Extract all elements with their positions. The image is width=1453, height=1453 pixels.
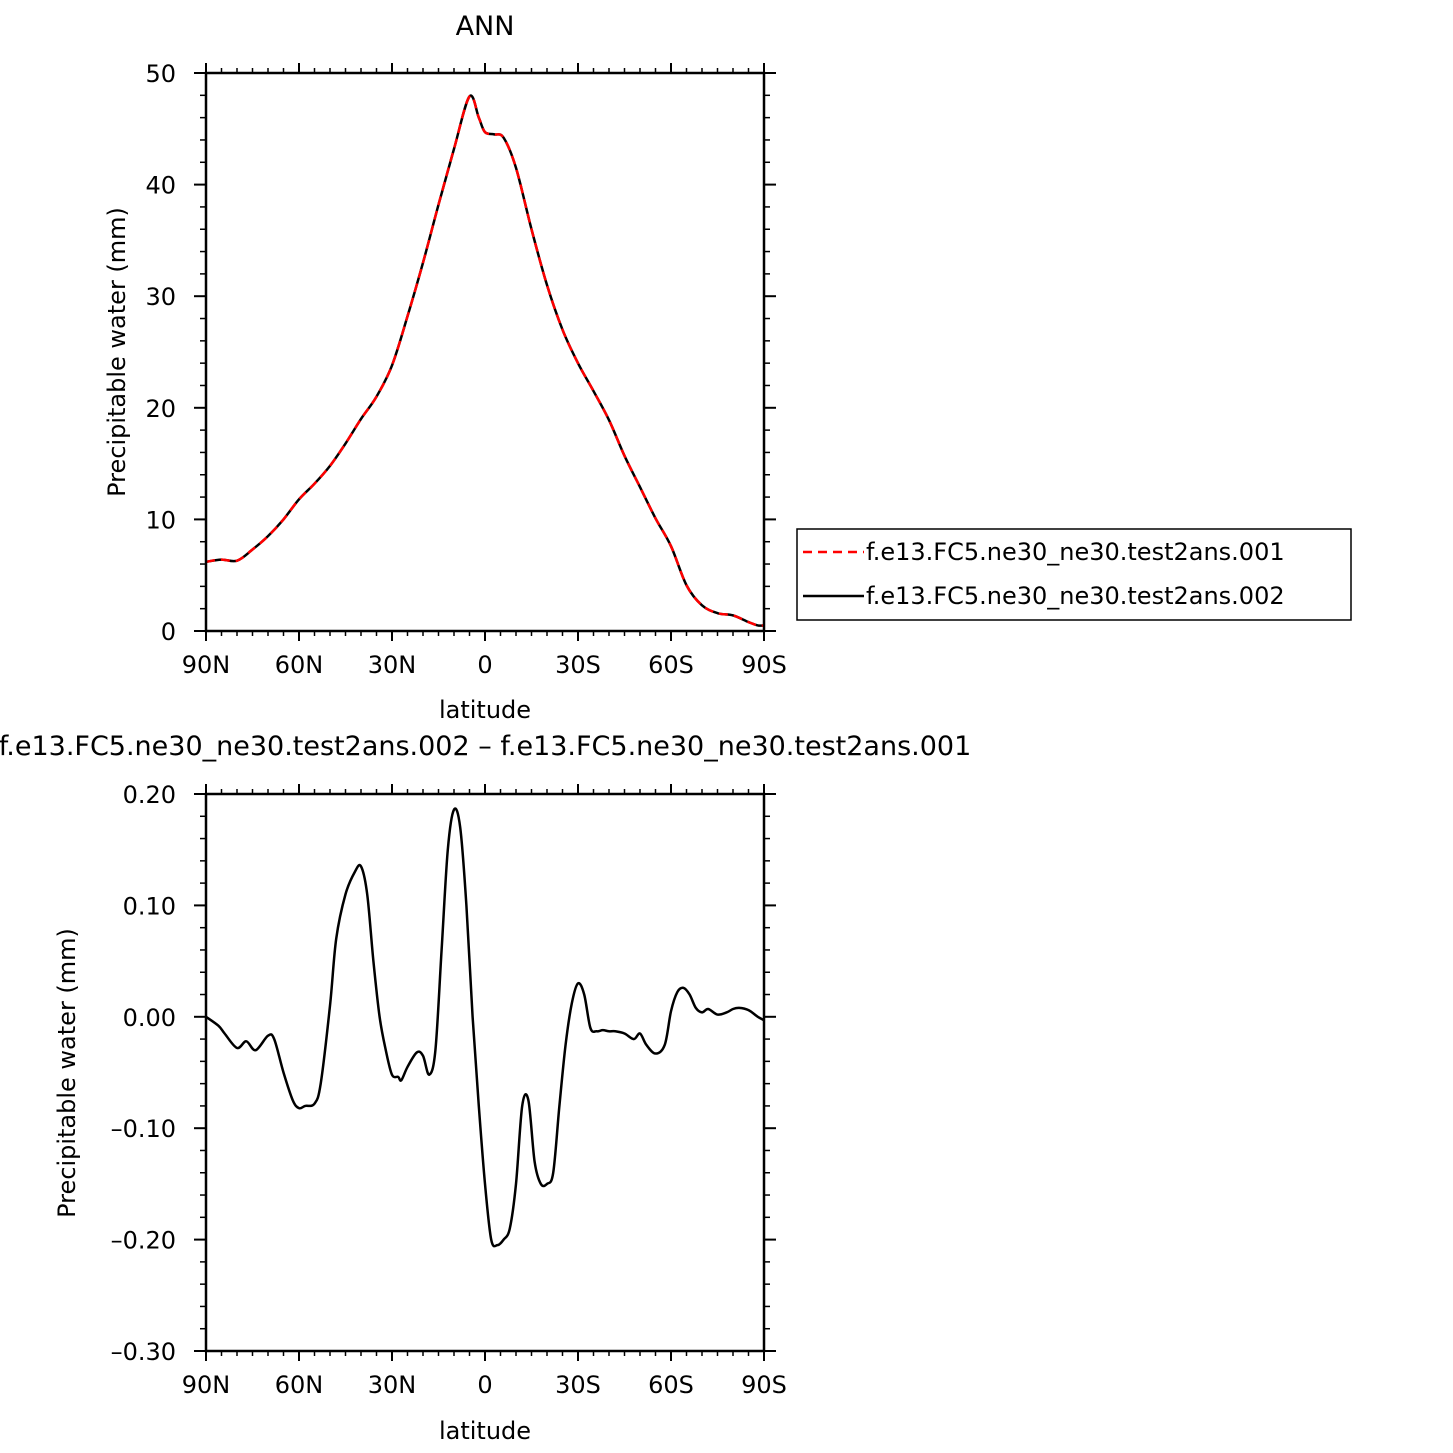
x-tick-label: 30N (368, 651, 417, 679)
x-tick-label: 90S (741, 1371, 787, 1399)
chart-title-top: ANN (456, 11, 515, 42)
x-tick-label: 0 (477, 651, 492, 679)
y-tick-label: 0.20 (123, 781, 176, 809)
y-tick-label: 50 (145, 60, 176, 88)
y-tick-label: 30 (145, 283, 176, 311)
legend: f.e13.FC5.ne30_ne30.test2ans.001 f.e13.F… (796, 528, 1352, 621)
y-tick-label: 40 (145, 172, 176, 200)
y-tick-label: –0.10 (111, 1115, 176, 1143)
y-tick-label: 10 (145, 506, 176, 534)
chart-panel-top: ANN Precipitable water (mm) latitude 90N… (103, 11, 1352, 724)
x-axis-label-top: latitude (439, 696, 531, 724)
legend-label-series-2: f.e13.FC5.ne30_ne30.test2ans.002 (866, 582, 1285, 610)
x-tick-label: 60S (648, 651, 694, 679)
chart-panel-bottom: f.e13.FC5.ne30_ne30.test2ans.002 – f.e13… (0, 731, 971, 1445)
series-line-bottom-1 (205, 807, 765, 1248)
x-tick-label: 60N (275, 651, 324, 679)
series-lines-bottom (205, 807, 765, 1248)
series-line-top-2 (205, 94, 765, 627)
x-tick-label: 60N (275, 1371, 324, 1399)
series-line-top-1 (205, 94, 765, 627)
plot-frame-bottom (204, 792, 766, 1353)
x-tick-label: 90N (182, 651, 231, 679)
x-tick-label: 0 (477, 1371, 492, 1399)
y-tick-label: –0.30 (111, 1338, 176, 1366)
x-tick-label: 30S (555, 651, 601, 679)
axis-ticks-bottom: 90N 60N 30N 0 30S 60S 90S –0.30 –0.20 –0.10 0.00 0.… (111, 781, 787, 1399)
x-axis-label-bottom: latitude (439, 1417, 531, 1445)
x-tick-label: 90N (182, 1371, 231, 1399)
x-tick-label: 60S (648, 1371, 694, 1399)
x-tick-label: 90S (741, 651, 787, 679)
y-tick-label: –0.20 (111, 1227, 176, 1255)
y-tick-label: 0.00 (123, 1004, 176, 1032)
y-tick-label: 20 (145, 395, 176, 423)
x-tick-label: 30N (368, 1371, 417, 1399)
y-axis-label-bottom: Precipitable water (mm) (53, 928, 81, 1218)
y-axis-label-top: Precipitable water (mm) (103, 207, 131, 497)
x-tick-label: 30S (555, 1371, 601, 1399)
plot-frame-top (204, 71, 766, 633)
legend-label-series-1: f.e13.FC5.ne30_ne30.test2ans.001 (866, 538, 1285, 566)
chart-title-bottom: f.e13.FC5.ne30_ne30.test2ans.002 – f.e13… (0, 731, 971, 762)
legend-box (796, 528, 1352, 621)
y-tick-label: 0 (161, 618, 176, 646)
y-tick-label: 0.10 (123, 892, 176, 920)
axis-ticks-top: 90N 60N 30N 0 30S 60S 90S 0 10 20 30 40 50 (145, 60, 786, 679)
series-lines-top (205, 94, 765, 627)
